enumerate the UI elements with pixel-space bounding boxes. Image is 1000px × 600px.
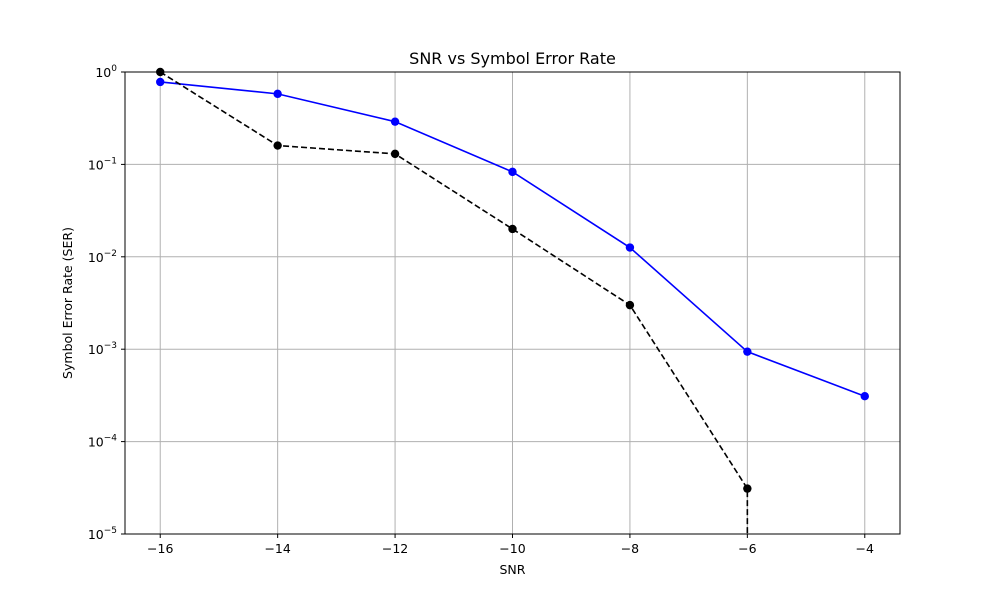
axis-ticks: −16 −14 −12 −10 −8 −6 −410010−110−210−310−410−…: [88, 64, 874, 556]
data-point: [625, 243, 635, 252]
y-tick-exponent: −5: [104, 526, 117, 536]
data-point: [390, 149, 400, 159]
y-tick-exponent: −2: [104, 249, 117, 259]
data-point: [860, 391, 869, 401]
y-tick-label: 10−2: [88, 249, 117, 265]
data-point: [508, 224, 517, 234]
y-tick-base: 10: [88, 157, 104, 172]
x-tick-label: −4: [856, 541, 874, 556]
y-tick-exponent: −4: [104, 434, 118, 444]
data-point: [156, 77, 165, 87]
y-tick-label: 10−4: [88, 434, 117, 450]
data-point: [273, 141, 282, 150]
x-tick-label: −10: [499, 541, 525, 556]
x-tick-label: −14: [264, 541, 290, 556]
x-axis-label: SNR: [500, 562, 526, 577]
y-tick-base: 10: [88, 435, 104, 450]
chart-title: SNR vs Symbol Error Rate: [409, 49, 616, 68]
data-point: [625, 300, 635, 310]
y-tick-exponent: −3: [104, 341, 117, 351]
data-point: [743, 484, 752, 493]
y-tick-base: 10: [88, 527, 104, 542]
y-axis-label: Symbol Error Rate (SER): [60, 227, 75, 379]
data-point: [508, 167, 517, 177]
y-tick-label: 100: [95, 64, 117, 80]
y-tick-label: 10−3: [88, 341, 117, 357]
y-tick-exponent: 0: [111, 64, 117, 74]
series-2: [156, 67, 752, 534]
x-tick-label: −6: [738, 541, 756, 556]
y-tick-base: 10: [88, 250, 104, 265]
y-tick-label: 10−5: [88, 526, 117, 542]
data-point: [743, 347, 752, 356]
y-tick-exponent: −1: [104, 156, 117, 166]
series-line: [159, 71, 749, 534]
x-tick-label: −12: [382, 541, 408, 556]
y-tick-label: 10−1: [88, 156, 117, 172]
data-point: [390, 117, 400, 126]
y-tick-base: 10: [95, 65, 111, 80]
grid-lines: [125, 71, 900, 535]
series-1: [156, 77, 869, 401]
x-tick-label: −16: [147, 541, 173, 556]
x-tick-label: −8: [621, 541, 639, 556]
plot-series: [156, 67, 869, 534]
y-tick-base: 10: [88, 342, 104, 357]
data-point: [273, 89, 282, 99]
